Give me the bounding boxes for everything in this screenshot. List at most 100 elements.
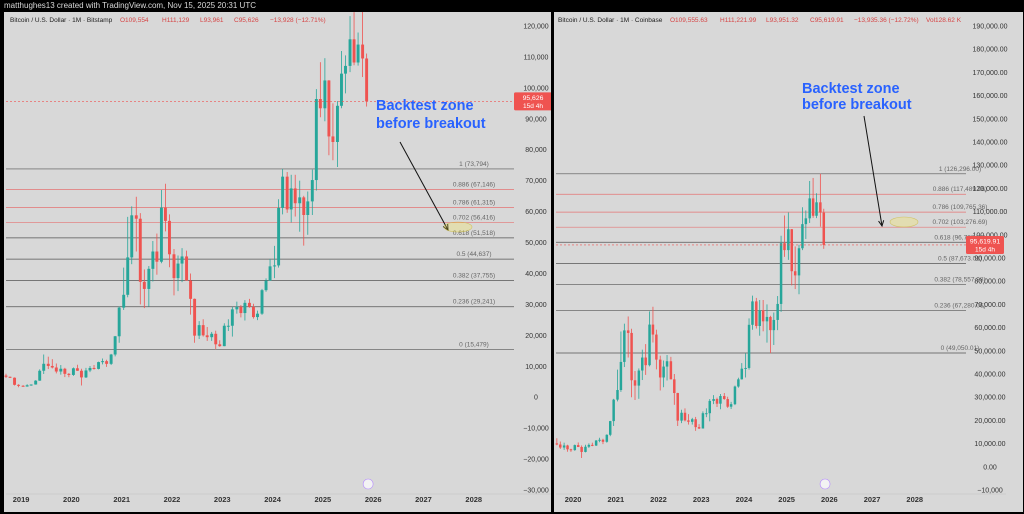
x-tick-label: 2023	[214, 495, 231, 504]
candle-body	[113, 336, 117, 355]
x-tick-label: 2022	[164, 495, 181, 504]
y-tick-label: 140,000.00	[972, 140, 1007, 147]
candle-body	[293, 188, 297, 204]
time-axis[interactable]: 2020 2021 2022 2023 2024 2025 2026 2027 2028	[556, 478, 1006, 504]
candles	[555, 173, 826, 458]
candle-body	[54, 367, 58, 372]
candle-body	[569, 449, 573, 451]
y-tick-label: 110,000.00	[973, 209, 1008, 216]
candle-body	[101, 361, 105, 363]
candle-body	[804, 218, 808, 225]
chart-coinbase[interactable]: Bitcoin / U.S. Dollar · 1M · Coinbase O1…	[554, 12, 1023, 512]
x-tick-label: 2021	[607, 495, 624, 504]
candle-body	[163, 207, 167, 221]
annotation-line-1: Backtest zone	[376, 98, 474, 114]
candle-body	[673, 379, 676, 394]
candle-body	[117, 307, 121, 337]
ohlc-volume: Vol128.62 K	[926, 17, 962, 24]
candle-body	[126, 257, 130, 295]
price-axis[interactable]: −10,000 0.00 10,000.00 20,000.00 30,000.00 40…	[972, 24, 1007, 495]
candle-body	[619, 361, 623, 391]
candle-body	[298, 197, 302, 204]
candle-body	[793, 271, 797, 276]
candle-body	[612, 399, 615, 422]
candle-body	[658, 359, 662, 378]
annotation-line-2: before breakout	[376, 116, 486, 132]
candle-body	[729, 404, 733, 407]
candle-body	[340, 73, 343, 106]
candle-body	[365, 58, 369, 102]
y-tick-label: 190,000.00	[972, 24, 1007, 31]
candle-body	[189, 280, 193, 299]
candle-body	[755, 301, 758, 326]
chart-bitstamp[interactable]: Bitcoin / U.S. Dollar · 1M · Bitstamp O1…	[4, 12, 551, 512]
candle-body	[273, 265, 277, 267]
candle-body	[608, 421, 612, 435]
candle-body	[218, 344, 222, 347]
x-tick-label: 2021	[113, 495, 130, 504]
candle-body	[726, 399, 729, 407]
candle-body	[130, 215, 134, 258]
x-tick-label: 2026	[365, 495, 382, 504]
y-tick-label: 150,000.00	[972, 116, 1007, 123]
candle-body	[235, 306, 239, 310]
candle-body	[176, 263, 180, 279]
candle-body	[260, 290, 264, 314]
fib-label: 0.786 (61,315)	[453, 200, 495, 207]
y-tick-label: 120,000	[523, 24, 548, 31]
candle-body	[268, 266, 272, 281]
candle-body	[63, 368, 67, 374]
candle-body	[226, 325, 230, 327]
candle-body	[694, 419, 697, 428]
fib-label: 0.618 (51,518)	[453, 230, 495, 237]
annotation-arrow	[863, 115, 883, 227]
candle-body	[605, 434, 609, 442]
fib-label: 0.702 (56,416)	[453, 215, 495, 222]
price-tag-box	[514, 92, 551, 111]
candle-body	[573, 445, 577, 451]
x-tick-label: 2028	[906, 495, 923, 504]
candle-body	[616, 390, 619, 400]
x-tick-label: 2025	[778, 495, 795, 504]
fib-label: 1 (73,794)	[459, 161, 489, 168]
annotation-line-2: before breakout	[802, 97, 912, 113]
candle-body	[705, 413, 708, 415]
candle-body	[779, 243, 783, 304]
price-axis[interactable]: −30,000 −20,000 −10,000 0 10,000 20,000 30,000…	[523, 24, 549, 495]
y-tick-label: 160,000.00	[972, 93, 1007, 100]
candle-body	[222, 325, 226, 347]
fib-label: 0.5 (87,673.01)	[938, 255, 982, 262]
ohlc-open: O109,555.63	[670, 17, 708, 24]
candle-body	[822, 212, 826, 245]
candle-body	[352, 39, 356, 63]
candle-body	[79, 370, 83, 378]
candle-body	[50, 365, 54, 368]
candle-body	[344, 65, 347, 74]
time-axis[interactable]: 2019 2020 2021 2022 2023 2024 2025 2026 2027 2028	[6, 478, 551, 504]
ohlc-close: C95,619.91	[810, 17, 844, 24]
y-tick-label: 0.00	[983, 464, 997, 471]
candle-body	[264, 280, 268, 291]
candle-body	[708, 400, 711, 414]
candle-body	[648, 324, 651, 366]
ohlc-header: Bitcoin / U.S. Dollar · 1M · Coinbase O1…	[558, 17, 962, 24]
candle-body	[665, 361, 669, 367]
y-tick-label: −30,000	[523, 488, 549, 495]
candle-body	[168, 220, 171, 255]
candle-body	[197, 325, 201, 336]
candle-body	[185, 256, 189, 281]
candle-body	[772, 319, 776, 331]
candle-body	[151, 251, 155, 269]
x-tick-label: 2026	[821, 495, 838, 504]
candle-body	[758, 310, 761, 326]
fib-levels: 1 (73,794) 0.886 (67,146) 0.786 (61,315) 0.…	[6, 161, 514, 350]
x-tick-label: 2023	[693, 495, 710, 504]
candle-body	[580, 446, 583, 452]
candle-body	[651, 324, 655, 335]
y-tick-label: 70,000	[525, 178, 547, 185]
candle-body	[277, 207, 281, 266]
watermark-header: matthughes13 created with TradingView.co…	[0, 0, 1024, 12]
y-tick-label: 110,000	[524, 54, 549, 61]
candle-body	[134, 215, 138, 219]
